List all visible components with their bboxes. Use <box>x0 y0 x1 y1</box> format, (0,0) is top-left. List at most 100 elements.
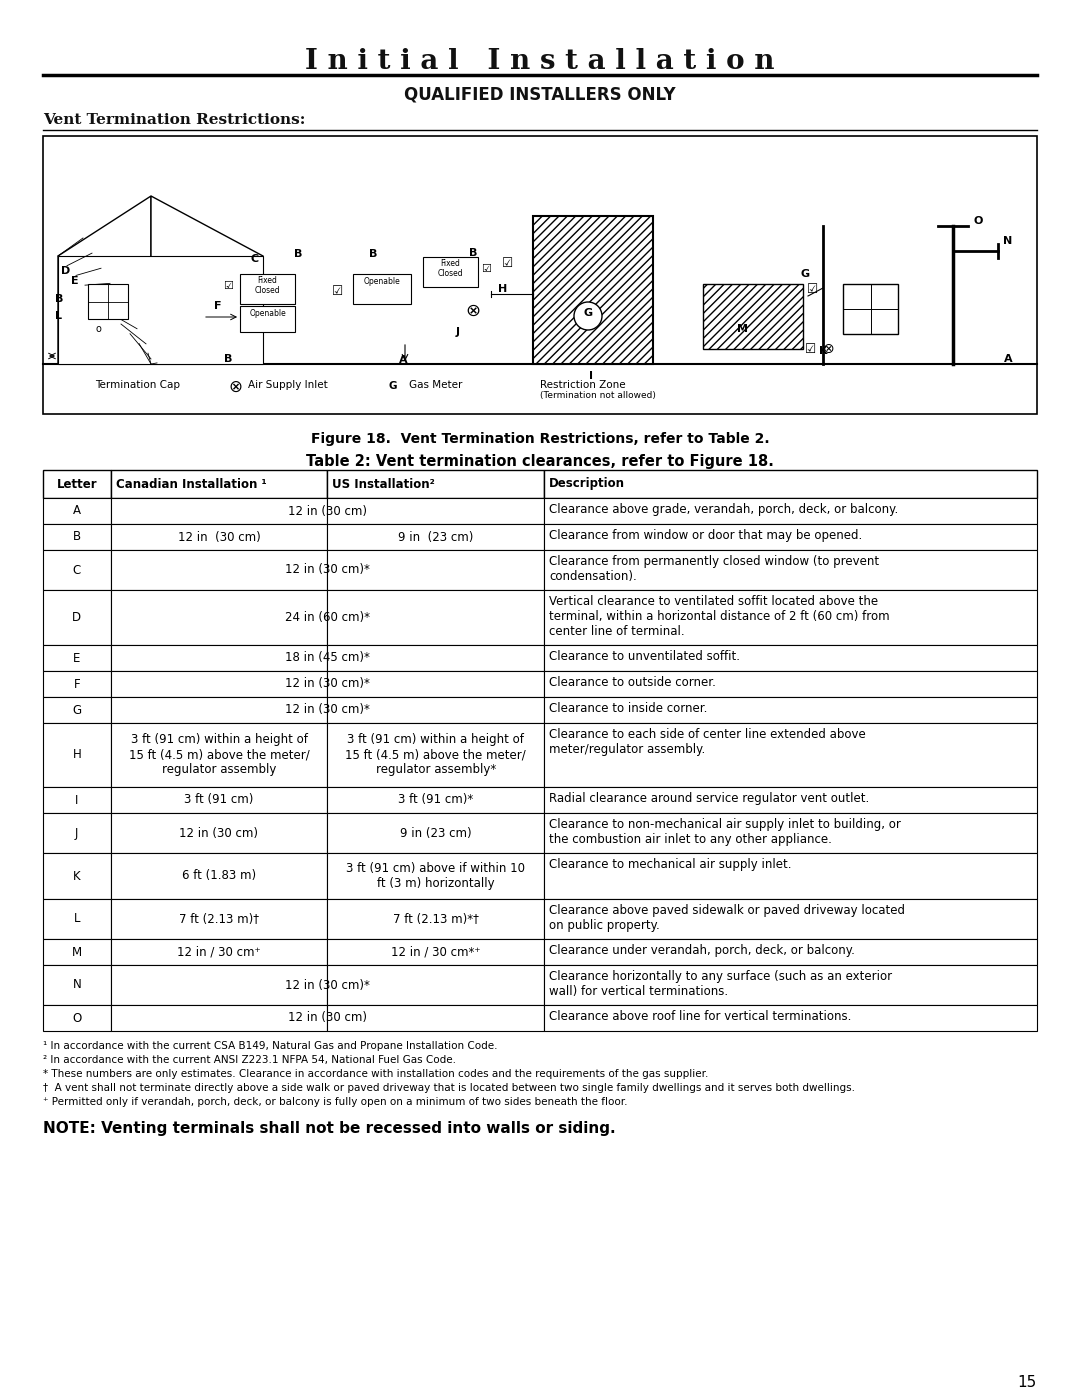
Text: I: I <box>76 793 79 806</box>
Text: 3 ft (91 cm): 3 ft (91 cm) <box>185 793 254 806</box>
Text: Clearance under verandah, porch, deck, or balcony.: Clearance under verandah, porch, deck, o… <box>549 944 855 957</box>
Bar <box>240 306 295 332</box>
Bar <box>110 854 327 900</box>
Text: Clearance to inside corner.: Clearance to inside corner. <box>549 703 707 715</box>
Bar <box>843 284 897 334</box>
Bar <box>110 724 327 787</box>
Text: 7 ft (2.13 m)*†: 7 ft (2.13 m)*† <box>393 912 478 925</box>
Bar <box>43 590 110 645</box>
Bar <box>353 274 411 305</box>
Text: B: B <box>469 249 477 258</box>
Bar <box>110 965 327 1004</box>
Text: B: B <box>55 293 64 305</box>
Bar <box>110 524 327 550</box>
Text: Clearance to non-mechanical air supply inlet to building, or
the combustion air : Clearance to non-mechanical air supply i… <box>549 819 901 847</box>
Text: E: E <box>73 651 81 665</box>
Text: H: H <box>498 284 508 293</box>
Text: 3 ft (91 cm)*: 3 ft (91 cm)* <box>399 793 473 806</box>
Text: ⊗: ⊗ <box>465 302 481 320</box>
Bar <box>503 515 534 534</box>
Bar <box>544 550 1037 590</box>
Bar <box>327 550 544 590</box>
Text: L: L <box>73 912 80 925</box>
Text: Clearance above roof line for vertical terminations.: Clearance above roof line for vertical t… <box>549 1010 851 1023</box>
Text: Openable: Openable <box>249 309 286 319</box>
Text: K: K <box>819 346 827 356</box>
Text: J: J <box>76 827 79 840</box>
Bar <box>327 724 544 787</box>
Bar <box>544 1004 1037 1031</box>
Text: M: M <box>738 324 748 334</box>
Text: †  A vent shall not terminate directly above a side walk or paved driveway that : † A vent shall not terminate directly ab… <box>43 1083 855 1092</box>
Text: 12 in / 30 cm*⁺: 12 in / 30 cm*⁺ <box>391 946 481 958</box>
Text: G: G <box>72 704 81 717</box>
Text: 9 in  (23 cm): 9 in (23 cm) <box>397 531 473 543</box>
Text: I: I <box>589 372 593 381</box>
Text: US Installation²: US Installation² <box>333 478 435 490</box>
Text: ⊗: ⊗ <box>228 379 242 395</box>
Bar <box>544 854 1037 900</box>
Text: D: D <box>72 610 81 624</box>
Text: A: A <box>399 355 407 365</box>
Bar <box>110 813 327 854</box>
Polygon shape <box>58 196 151 365</box>
Text: Openable: Openable <box>364 278 401 286</box>
Circle shape <box>573 302 602 330</box>
Bar <box>240 274 295 305</box>
Text: G: G <box>389 381 397 391</box>
Bar <box>327 590 544 645</box>
Text: 3 ft (91 cm) above if within 10
ft (3 m) horizontally: 3 ft (91 cm) above if within 10 ft (3 m)… <box>346 862 525 890</box>
Bar <box>544 497 1037 524</box>
Bar <box>534 217 653 365</box>
Bar <box>327 524 544 550</box>
Bar <box>544 939 1037 965</box>
Text: Table 2: Vent termination clearances, refer to Figure 18.: Table 2: Vent termination clearances, re… <box>306 454 774 469</box>
Bar <box>327 1004 544 1031</box>
Text: 12 in (30 cm)*: 12 in (30 cm)* <box>285 704 369 717</box>
Text: Gas Meter: Gas Meter <box>409 380 462 390</box>
Text: B: B <box>72 531 81 543</box>
Text: B: B <box>224 353 232 365</box>
Text: ☑: ☑ <box>806 342 816 355</box>
Bar <box>87 284 129 319</box>
Text: A: A <box>1003 353 1012 365</box>
Bar <box>43 1004 110 1031</box>
Bar <box>327 854 544 900</box>
Bar <box>43 965 110 1004</box>
Bar <box>544 787 1037 813</box>
Bar <box>327 939 544 965</box>
Text: Termination Cap: Termination Cap <box>95 380 180 390</box>
Text: Clearance horizontally to any surface (such as an exterior
wall) for vertical te: Clearance horizontally to any surface (s… <box>549 970 892 997</box>
Bar <box>544 469 1037 497</box>
Text: ⁺ Permitted only if verandah, porch, deck, or balcony is fully open on a minimum: ⁺ Permitted only if verandah, porch, dec… <box>43 1097 627 1106</box>
Bar <box>43 697 110 724</box>
Text: A: A <box>72 504 81 517</box>
Text: 12 in (30 cm)*: 12 in (30 cm)* <box>285 978 369 992</box>
Text: Clearance to mechanical air supply inlet.: Clearance to mechanical air supply inlet… <box>549 858 792 870</box>
Bar <box>327 787 544 813</box>
Text: ☑: ☑ <box>502 257 514 270</box>
Bar <box>110 900 327 939</box>
Text: Clearance above grade, verandah, porch, deck, or balcony.: Clearance above grade, verandah, porch, … <box>549 503 899 515</box>
Text: Description: Description <box>549 478 625 490</box>
Bar <box>110 550 327 590</box>
Polygon shape <box>151 196 264 365</box>
Text: Air Supply Inlet: Air Supply Inlet <box>248 380 327 390</box>
Text: Clearance to unventilated soffit.: Clearance to unventilated soffit. <box>549 650 740 664</box>
Bar <box>327 813 544 854</box>
Text: o: o <box>95 324 100 334</box>
Text: ☑: ☑ <box>333 285 343 298</box>
Text: ² In accordance with the current ANSI Z223.1 NFPA 54, National Fuel Gas Code.: ² In accordance with the current ANSI Z2… <box>43 1055 456 1065</box>
Bar <box>110 671 327 697</box>
Bar <box>544 697 1037 724</box>
Text: Clearance from permanently closed window (to prevent
condensation).: Clearance from permanently closed window… <box>549 555 879 583</box>
Bar <box>544 671 1037 697</box>
Text: ¹ In accordance with the current CSA B149, Natural Gas and Propane Installation : ¹ In accordance with the current CSA B14… <box>43 1041 498 1051</box>
Text: 9 in (23 cm): 9 in (23 cm) <box>400 827 472 840</box>
Text: I n i t i a l   I n s t a l l a t i o n: I n i t i a l I n s t a l l a t i o n <box>306 47 774 75</box>
Text: M: M <box>71 946 82 958</box>
Bar <box>544 900 1037 939</box>
Bar <box>544 590 1037 645</box>
Text: F: F <box>214 300 221 312</box>
Bar <box>43 645 110 671</box>
